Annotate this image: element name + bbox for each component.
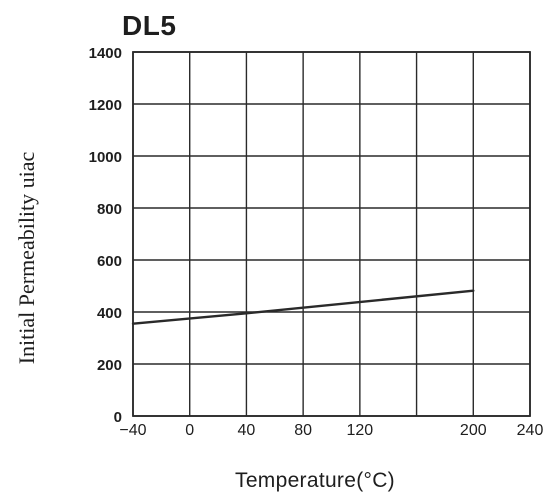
x-tick-label: 240 (517, 422, 544, 439)
x-tick-label: −40 (119, 422, 146, 439)
x-tick-label: 200 (460, 422, 487, 439)
y-tick-label: 1200 (89, 97, 122, 114)
y-tick-label: 600 (97, 253, 122, 270)
y-tick-label: 1000 (89, 149, 122, 166)
x-tick-labels: −40 0 40 80 120 200 240 (119, 422, 543, 439)
chart-title: DL5 (122, 10, 176, 41)
y-axis-label: Initial Permeability uiac (14, 151, 39, 364)
x-axis-label: Temperature(°C) (235, 469, 395, 492)
grid (132, 51, 531, 417)
x-tick-label: 120 (347, 422, 374, 439)
series-layer (131, 289, 475, 325)
x-tick-label: 0 (185, 422, 194, 439)
series-line (131, 289, 475, 325)
y-tick-label: 200 (97, 357, 122, 374)
plot-frame (132, 51, 531, 417)
y-tick-label: 800 (97, 201, 122, 218)
y-tick-labels: 0 200 400 600 800 1000 1200 1400 (89, 45, 122, 426)
y-tick-label: 400 (97, 305, 122, 322)
x-tick-label: 80 (294, 422, 312, 439)
y-tick-label: 1400 (89, 45, 122, 62)
x-tick-label: 40 (238, 422, 256, 439)
y-tick-label: 0 (114, 409, 122, 426)
